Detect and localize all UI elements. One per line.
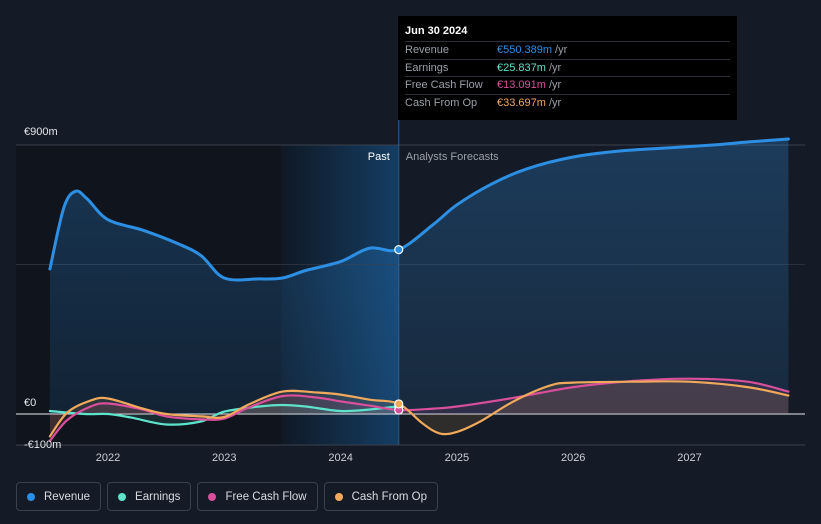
tooltip-unit: /yr [548, 96, 562, 109]
legend-item-free-cash-flow[interactable]: Free Cash Flow [197, 482, 318, 511]
y-tick-label: €0 [24, 397, 36, 409]
axis-labels: €900m €0 -€100m 2022 2023 2024 2025 2026 2027 Pas… [24, 126, 702, 464]
legend-dot-icon [118, 492, 127, 501]
x-tick-label: 2022 [96, 452, 120, 464]
tooltip-markers [394, 245, 404, 415]
tooltip-label: Revenue [405, 44, 450, 57]
area-revenue [49, 139, 789, 414]
line-revenue [48, 137, 790, 282]
legend-item-earnings[interactable]: Earnings [107, 482, 192, 511]
x-tick-label: 2023 [212, 452, 236, 464]
legend-dot-icon [27, 492, 35, 501]
series-lines [48, 137, 790, 442]
x-tick-label: 2024 [328, 452, 352, 464]
tooltip-value: €33.697m [497, 96, 546, 109]
tooltip-date: Jun 30 2024 [405, 25, 468, 37]
tooltip-unit: /yr [548, 61, 562, 74]
tooltip-value: €13.091m [497, 79, 546, 92]
tooltip-row-revenue: Revenue €550.389m /yr [405, 41, 730, 59]
tooltip-label: Earnings [405, 61, 449, 74]
legend-label: Free Cash Flow [225, 490, 307, 503]
tooltip-label: Cash From Op [405, 96, 478, 109]
x-tick-label: 2026 [561, 452, 585, 464]
area-cash-from-op [49, 381, 789, 437]
area-earnings [49, 405, 399, 425]
past-label: Past [368, 151, 390, 163]
point-cash-from-op [394, 399, 404, 409]
tooltip-row-earnings: Earnings €25.837m /yr [405, 58, 730, 77]
tooltip: Jun 30 2024 Revenue €550.389m /yr Earnin… [398, 16, 737, 120]
point-revenue [394, 245, 404, 255]
tooltip-row-free-cash-flow: Free Cash Flow €13.091m /yr [405, 76, 730, 94]
legend-label: Revenue [44, 490, 91, 503]
line-free-cash-flow [48, 377, 790, 442]
y-tick-label: -€100m [24, 439, 61, 451]
legend-dot-icon [208, 492, 217, 501]
x-tick-label: 2027 [677, 452, 701, 464]
legend-item-cash-from-op[interactable]: Cash From Op [323, 482, 439, 511]
line-earnings [48, 403, 400, 426]
legend-label: Earnings [135, 490, 181, 503]
tooltip-row-cash-from-op: Cash From Op €33.697m /yr [405, 93, 730, 112]
forecast-label: Analysts Forecasts [406, 151, 499, 163]
tooltip-label: Free Cash Flow [405, 79, 483, 92]
tooltip-unit: /yr [548, 79, 562, 92]
legend-dot-icon [334, 492, 343, 501]
y-tick-label: €900m [24, 126, 58, 138]
line-cash-from-op [48, 380, 790, 438]
legend-label: Cash From Op [351, 490, 428, 503]
legend-item-revenue[interactable]: Revenue [16, 482, 102, 511]
tooltip-unit: /yr [555, 44, 568, 57]
legend: Revenue Earnings Free Cash Flow Cash Fro… [16, 482, 439, 511]
tooltip-value: €550.389m [497, 44, 553, 57]
x-tick-label: 2025 [445, 452, 469, 464]
tooltip-value: €25.837m [497, 61, 546, 74]
